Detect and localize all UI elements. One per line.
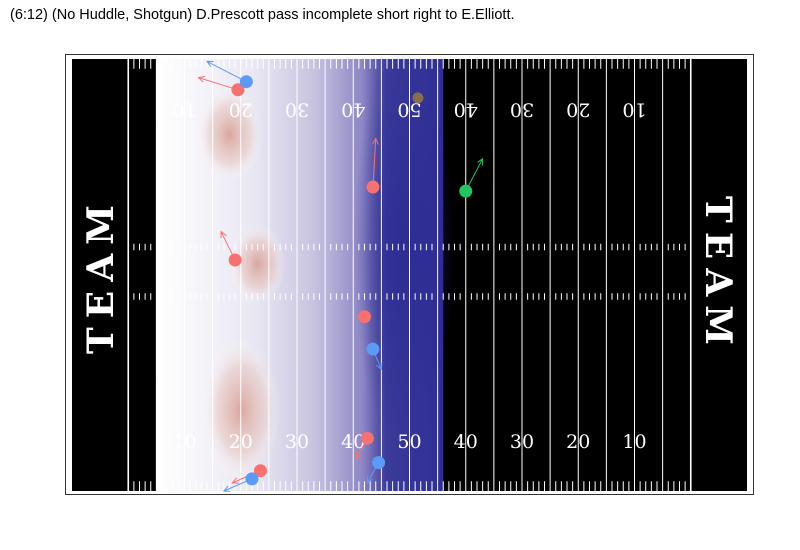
player-point xyxy=(372,456,386,470)
player-point xyxy=(253,464,267,478)
player-point xyxy=(239,75,253,89)
player-point xyxy=(360,431,374,445)
yard-number-top: 30 xyxy=(510,99,534,121)
player-point xyxy=(366,180,380,194)
yard-number-top: 40 xyxy=(454,99,478,121)
endzone-label-right: TEAM xyxy=(697,196,739,354)
yard-number-top: 30 xyxy=(285,99,309,121)
player-point xyxy=(366,342,380,356)
chart-frame: 10 20 30 40 50 40 30 20 10 10 20 30 40 50 40 30 20 10 TEAM… xyxy=(65,54,754,495)
player-direction-arrow xyxy=(373,138,376,188)
yard-number-top: 50 xyxy=(397,99,421,121)
yard-number-bottom: 30 xyxy=(285,431,309,453)
yard-number-bottom: 20 xyxy=(229,431,253,453)
player-point xyxy=(245,472,259,486)
yard-number-bottom: 40 xyxy=(341,431,365,453)
yard-number-top: 20 xyxy=(229,99,253,121)
endzone-label-left: TEAM xyxy=(80,196,122,354)
player-point xyxy=(459,184,473,198)
yard-number-bottom: 10 xyxy=(172,431,196,453)
football-marker xyxy=(412,92,424,104)
play-description: (6:12) (No Huddle, Shotgun) D.Prescott p… xyxy=(10,7,515,23)
player-direction-arrow xyxy=(207,61,247,83)
yard-number-top: 10 xyxy=(172,99,196,121)
yard-number-bottom: 20 xyxy=(566,431,590,453)
player-point xyxy=(228,253,242,267)
yard-number-top: 10 xyxy=(622,99,646,121)
yard-number-bottom: 30 xyxy=(510,431,534,453)
player-direction-arrow xyxy=(199,78,239,91)
yard-number-bottom: 50 xyxy=(397,431,421,453)
football-field-chart: 10 20 30 40 50 40 30 20 10 10 20 30 40 50 40 30 20 10 TEAM… xyxy=(72,55,747,494)
yard-number-top: 40 xyxy=(341,99,365,121)
yard-number-bottom: 10 xyxy=(622,431,646,453)
yard-number-top: 20 xyxy=(566,99,590,121)
yard-number-bottom: 40 xyxy=(454,431,478,453)
player-point xyxy=(231,83,245,97)
player-point xyxy=(358,310,371,324)
density-blob xyxy=(229,223,286,305)
